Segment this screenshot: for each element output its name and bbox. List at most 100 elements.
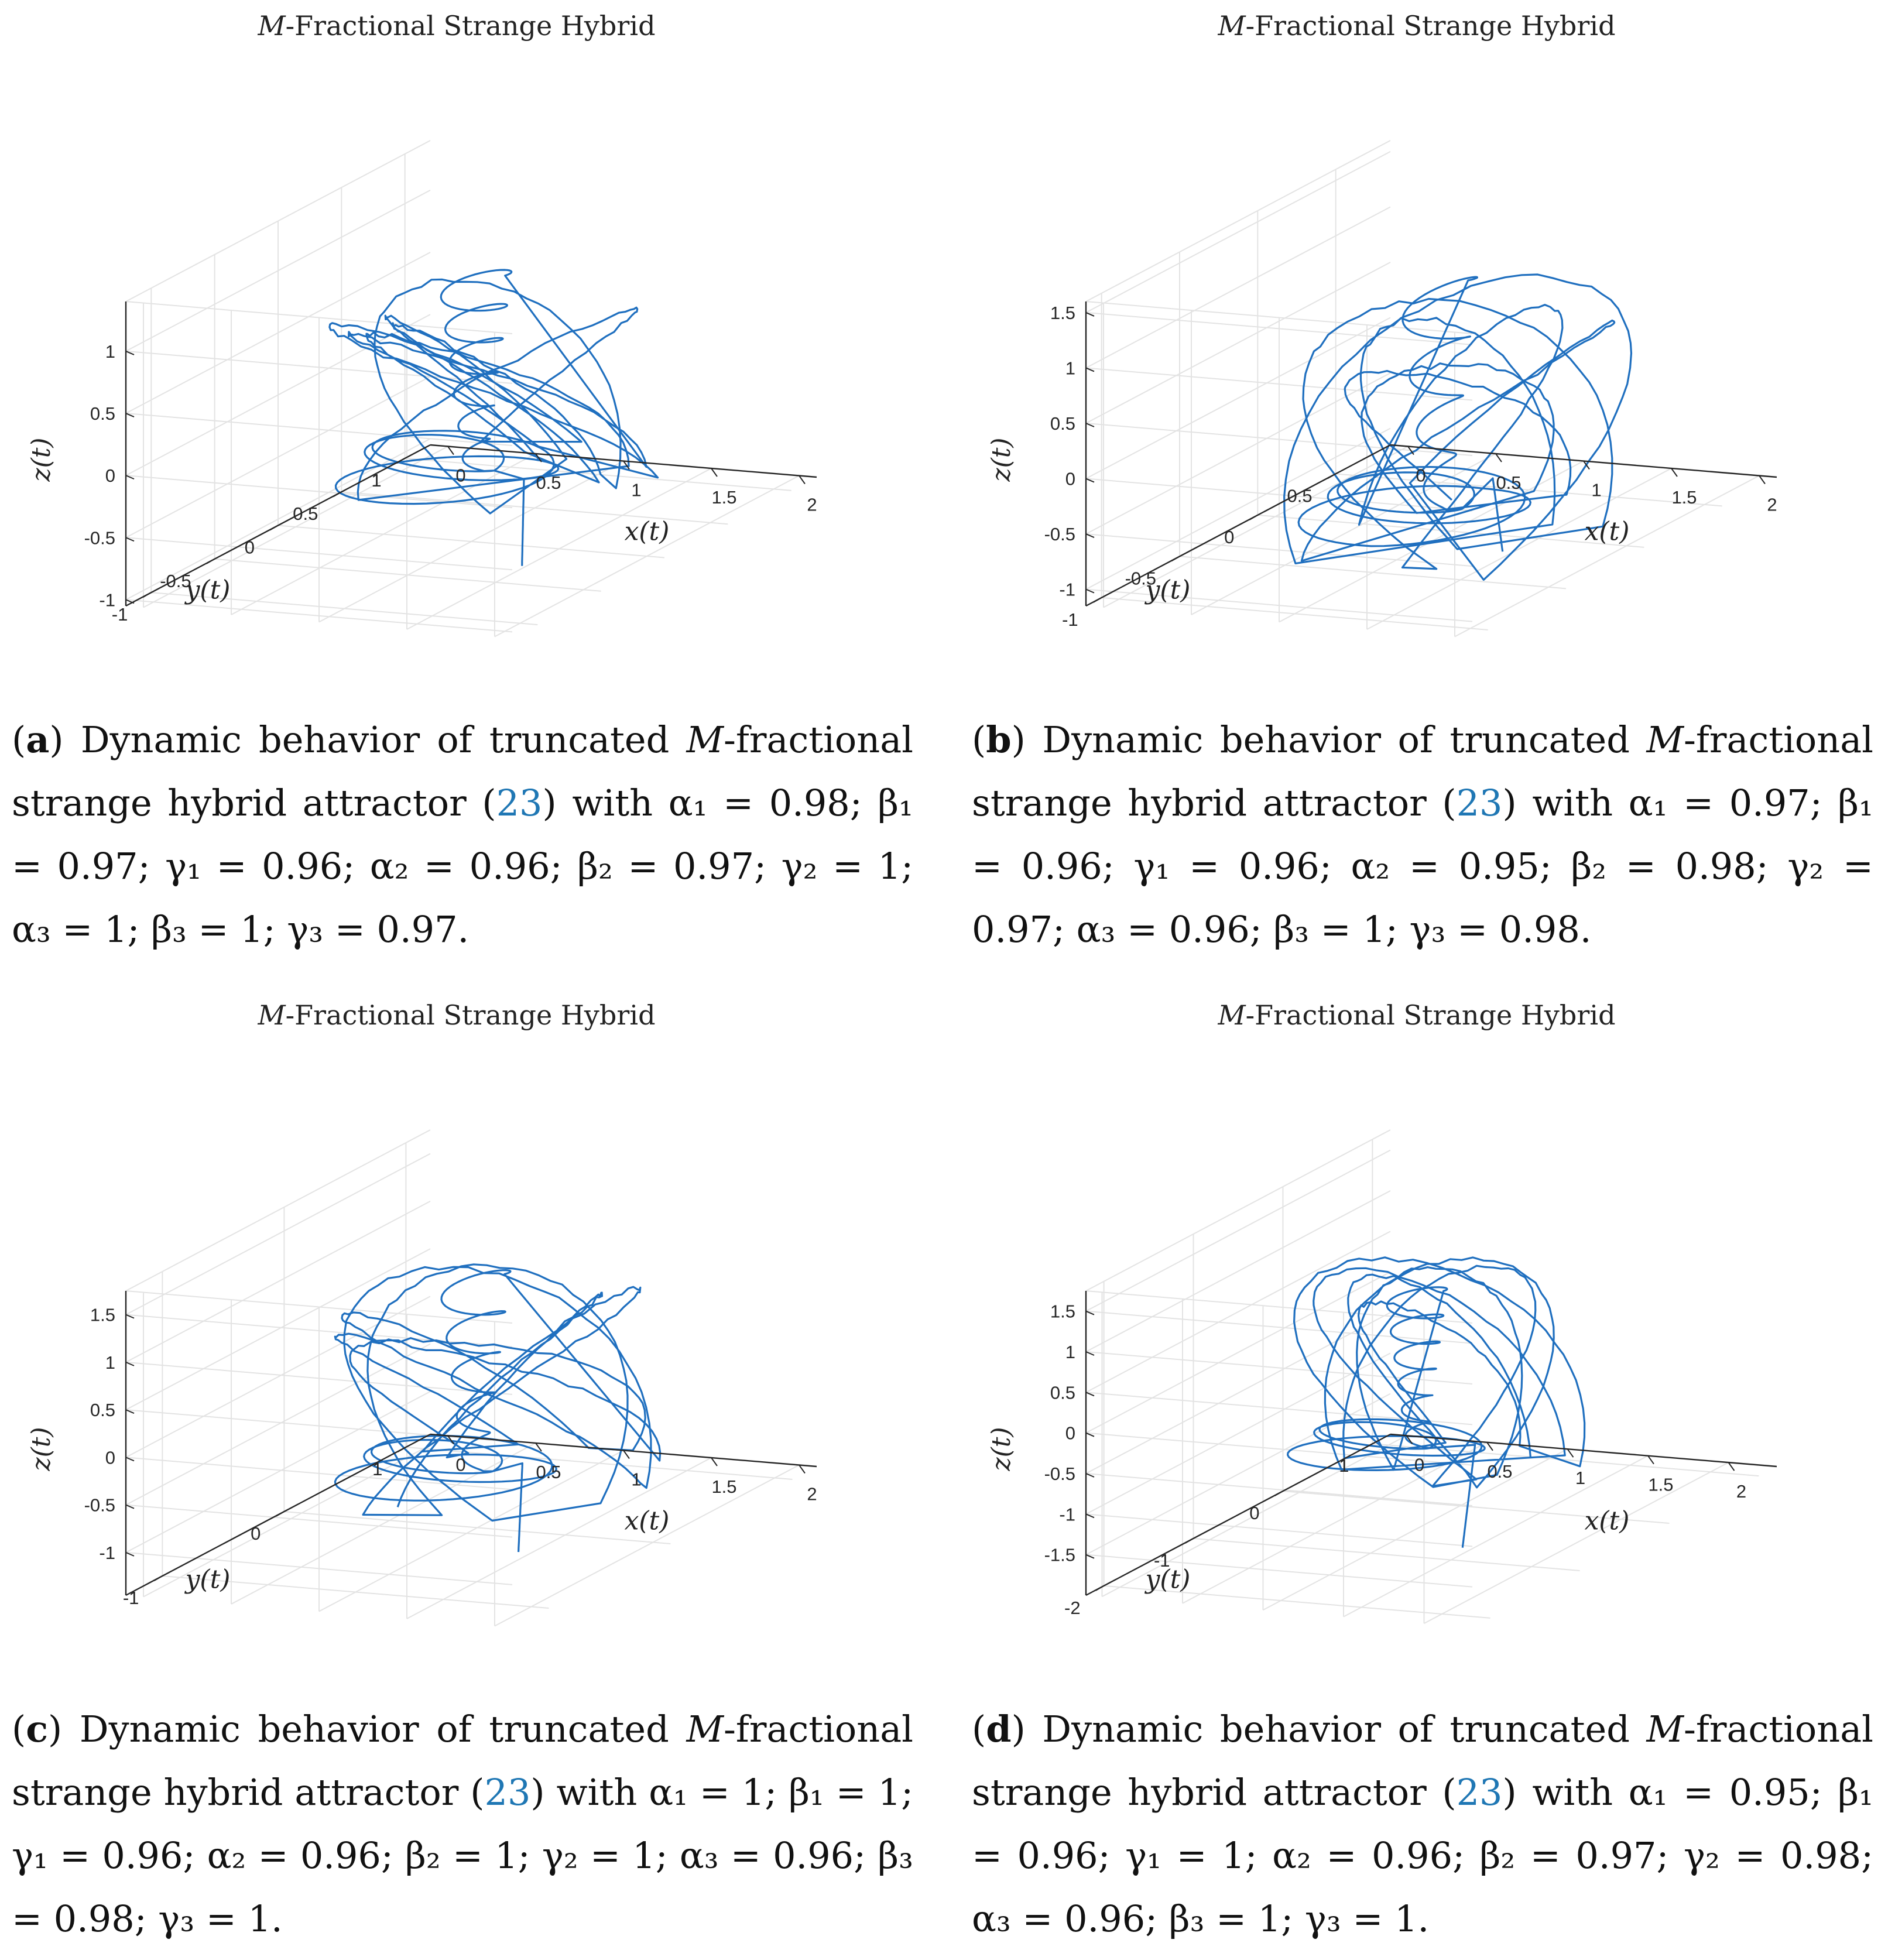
y-tick-label: -1: [123, 1588, 139, 1608]
subfigure-b: M-Fractional Strange Hybrid 0 0.5 1 1.5 2 0.5 0…: [960, 0, 1873, 966]
caption-label: c: [26, 1708, 48, 1750]
x-tick-label: 0.5: [536, 472, 561, 493]
y-tick: [1327, 473, 1337, 479]
y-tick: [269, 525, 279, 531]
z-tick: [125, 350, 135, 355]
gridline-wall-z-right: [125, 537, 513, 571]
y-axis-label: y(t): [184, 575, 231, 605]
equation-ref-link[interactable]: 23: [1456, 782, 1503, 824]
gridline-floor-x: [1343, 1455, 1649, 1618]
y-tick-label: -2: [1064, 1598, 1081, 1618]
x-axis-line: [1390, 1433, 1777, 1468]
gridline-wall-z-left: [125, 376, 431, 539]
equation-ref-link[interactable]: 23: [1456, 1771, 1503, 1814]
gridline-wall-z-right: [1085, 1351, 1473, 1385]
y-tick: [1363, 1443, 1373, 1450]
caption-italic: M: [1646, 718, 1684, 761]
y-tick-label: -1: [1154, 1550, 1170, 1571]
gridline-floor-x: [1424, 1462, 1729, 1625]
y-tick-label: 0: [245, 537, 255, 558]
axes-group: [1085, 1291, 1777, 1596]
attractor-trajectory: [334, 1263, 662, 1553]
x-tick: [623, 1450, 630, 1459]
z-tick-label: -1: [99, 590, 115, 610]
y-tick: [396, 458, 406, 464]
gridline-wall-z-left: [125, 1390, 431, 1553]
y-tick-label: 1: [372, 1459, 382, 1479]
gridline-floor-y: [406, 1447, 793, 1480]
plot-c: M-Fractional Strange Hybrid 0 0.5 1 1.5 2 1 0 -1…: [0, 989, 913, 1645]
gridline-wall-z-left: [1085, 1231, 1391, 1393]
gridline-floor-x: [231, 1442, 536, 1605]
gridline-wall-z-right: [1085, 423, 1473, 456]
x-tick-label: 0: [455, 1455, 465, 1475]
gridline-wall-z-left: [1085, 1190, 1391, 1352]
z-tick-label: 1: [105, 1352, 115, 1373]
attractor-trajectory: [1283, 273, 1633, 581]
gridline-wall-z-left: [1085, 372, 1391, 534]
z-tick-label: -1: [1059, 580, 1075, 600]
x-tick: [711, 1457, 718, 1466]
chart-title: M-Fractional Strange Hybrid: [1217, 999, 1615, 1031]
z-tick: [125, 413, 135, 417]
z-tick-label: 0: [1065, 1423, 1075, 1444]
chart-title: M-Fractional Strange Hybrid: [257, 10, 655, 42]
y-tick: [142, 592, 152, 598]
gridline-wall-z-right: [125, 1551, 513, 1585]
plot-d: M-Fractional Strange Hybrid 0 0.5 1 1.5 2 1 0 -1…: [960, 989, 1873, 1645]
z-tick-label: 1.5: [1050, 1301, 1075, 1322]
gridline-floor-x: [1182, 1441, 1488, 1604]
caption-text3: ) with α₁ = 1; β₁ = 1; γ₁ = 0.96; α₂ = 0…: [12, 1771, 913, 1940]
gridline-wall-z-right: [125, 1457, 513, 1490]
gridline-wall-z-left: [125, 190, 431, 352]
gridline-wall-z-left: [1085, 1312, 1391, 1474]
back-edge: [125, 1290, 513, 1324]
z-tick-label: 0: [105, 465, 115, 486]
x-tick-label: 1: [631, 1469, 641, 1490]
z-tick: [125, 537, 135, 542]
y-tick-label: -0.5: [1125, 568, 1156, 588]
caption-italic: M: [686, 718, 724, 761]
x-tick-label: 1.5: [1648, 1475, 1673, 1495]
z-axis-label: z(t): [986, 1427, 1016, 1471]
gridline-wall-z-right: [1085, 1310, 1473, 1344]
z-tick: [125, 1361, 135, 1366]
z-tick: [1085, 367, 1095, 372]
z-tick: [125, 1457, 135, 1462]
z-tick: [1085, 478, 1095, 483]
chart-a-svg: M-Fractional Strange Hybrid 0 0.5 1 1.5 2 1 0.5…: [26, 10, 817, 638]
gridline-wall-z-left: [1085, 1149, 1391, 1312]
chart-title: M-Fractional Strange Hybrid: [1217, 10, 1615, 42]
y-tick: [1274, 1490, 1283, 1496]
x-tick-label: 0: [1416, 465, 1425, 486]
z-tick-label: 1: [1065, 358, 1075, 378]
caption-label: a: [26, 718, 50, 761]
gridline-floor-y: [1101, 597, 1488, 631]
attractor-trajectory: [1287, 1256, 1586, 1548]
z-tick: [125, 1314, 135, 1319]
equation-ref-link[interactable]: 23: [496, 782, 543, 824]
subfigure-d: M-Fractional Strange Hybrid 0 0.5 1 1.5 2 1 0 -1…: [960, 989, 1873, 1955]
chart-title: M-Fractional Strange Hybrid: [257, 999, 655, 1031]
grid-group: [125, 140, 800, 638]
z-tick: [125, 1409, 135, 1414]
equation-ref-link[interactable]: 23: [484, 1771, 531, 1814]
z-tick-label: 0: [105, 1447, 115, 1468]
z-tick: [1085, 311, 1095, 317]
x-tick: [1583, 460, 1590, 470]
z-tick-label: 1.5: [1050, 303, 1075, 323]
chart-b-svg: M-Fractional Strange Hybrid 0 0.5 1 1.5 2 0.5 0…: [986, 10, 1777, 638]
gridline-wall-z-right: [1085, 1554, 1473, 1588]
gridline-wall-z-left: [125, 1153, 431, 1315]
x-tick: [1759, 475, 1766, 485]
z-tick-label: -1.5: [1044, 1545, 1075, 1565]
y-axis-label: y(t): [184, 1565, 231, 1595]
gridline-floor-x: [318, 1450, 624, 1612]
gridline-wall-z-right: [1085, 478, 1473, 512]
gridline-wall-z-left: [125, 252, 431, 414]
y-tick-label: 0.5: [1287, 485, 1313, 506]
z-tick: [125, 1504, 135, 1509]
z-tick: [125, 599, 135, 604]
subfigure-a: M-Fractional Strange Hybrid 0 0.5 1 1.5 2 1 0.5…: [0, 0, 913, 966]
gridline-wall-z-left: [1085, 151, 1391, 313]
